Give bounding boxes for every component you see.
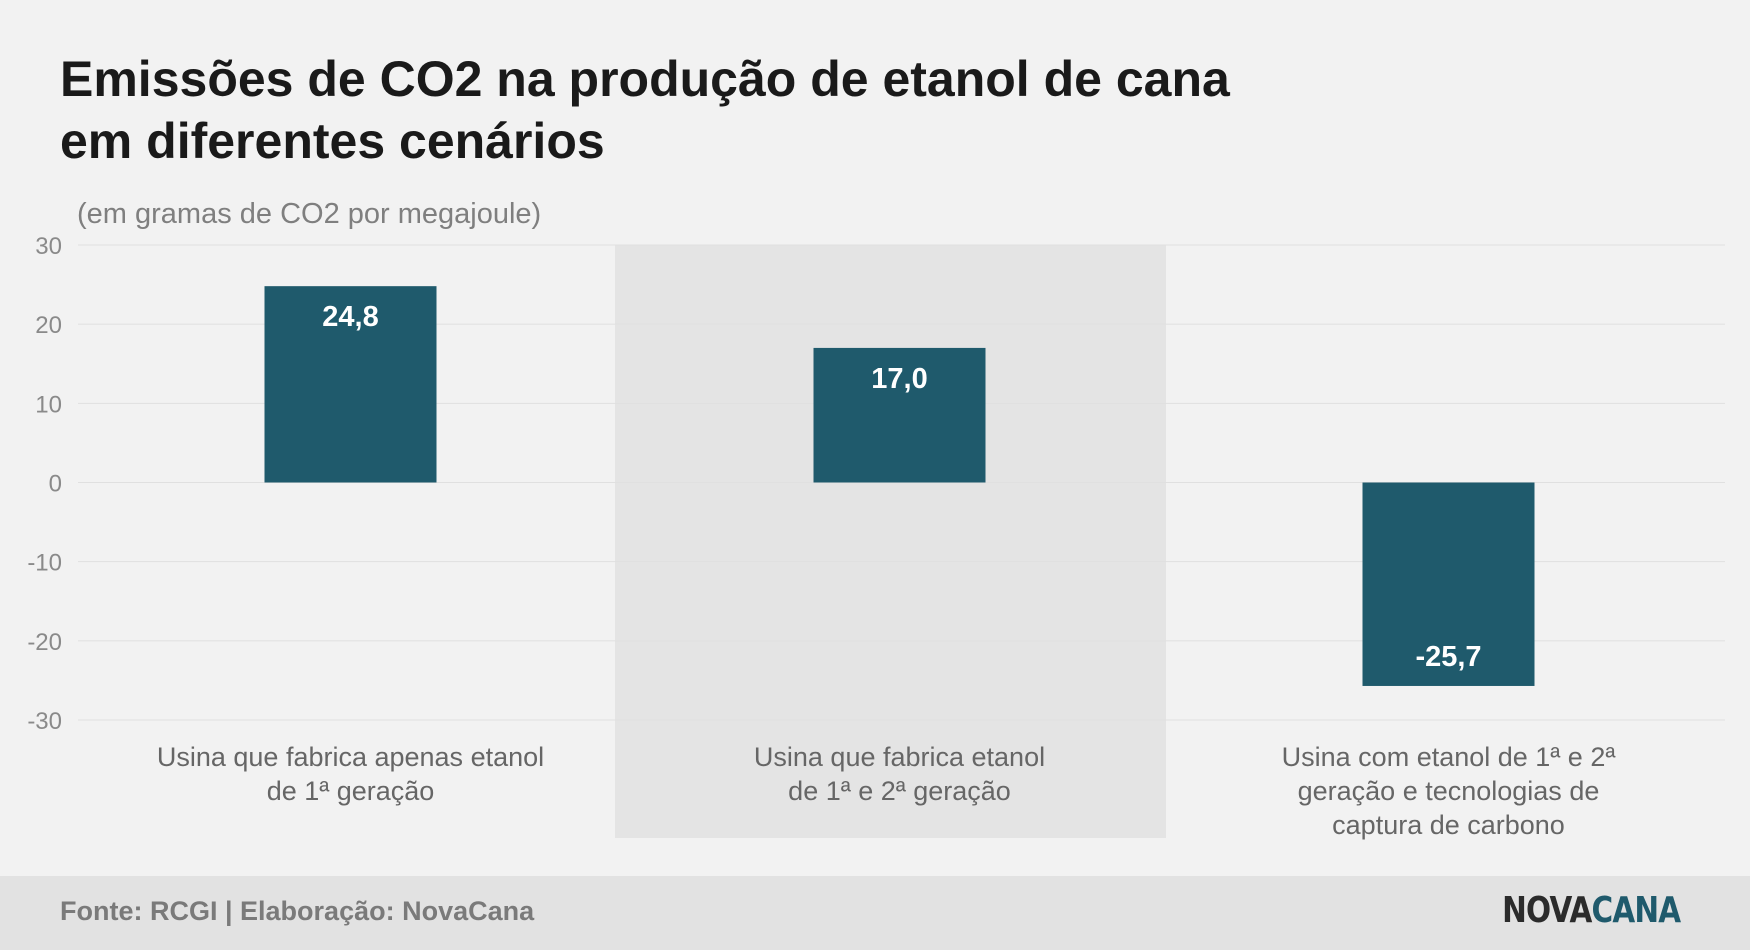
category-label: de 1ª e 2ª geração bbox=[788, 776, 1011, 806]
highlight-band bbox=[615, 245, 1166, 838]
y-tick-label: 30 bbox=[35, 233, 62, 260]
logo-part-cana: CANA bbox=[1591, 890, 1681, 931]
source-note: Fonte: RCGI | Elaboração: NovaCana bbox=[60, 896, 535, 926]
footer: Fonte: RCGI | Elaboração: NovaCana NOVAC… bbox=[0, 876, 1750, 950]
category-label: captura de carbono bbox=[1332, 810, 1565, 840]
y-tick-label: 0 bbox=[49, 471, 62, 498]
bar-value-label: 24,8 bbox=[322, 301, 378, 333]
y-tick-label: -30 bbox=[27, 708, 62, 735]
chart-title: Emissões de CO2 na produção de etanol de… bbox=[60, 48, 1360, 172]
category-label: de 1ª geração bbox=[267, 776, 435, 806]
bar bbox=[264, 286, 437, 483]
novacana-logo: NOVACANA bbox=[1501, 890, 1681, 931]
bar-chart: 30 20 10 0 -10 -20 -30 24,8 Usina que fabrica ap… bbox=[27, 233, 1725, 840]
y-tick-label: 10 bbox=[35, 391, 62, 418]
bar-value-label: 17,0 bbox=[871, 363, 927, 395]
chart-subtitle: (em gramas de CO2 por megajoule) bbox=[77, 198, 542, 230]
category-label: geração e tecnologias de bbox=[1298, 776, 1600, 806]
title-line-2: em diferentes cenários bbox=[60, 113, 605, 169]
category-label: Usina com etanol de 1ª e 2ª bbox=[1282, 742, 1617, 772]
category-label: Usina que fabrica apenas etanol bbox=[157, 742, 544, 772]
bar bbox=[1362, 482, 1535, 686]
bar-value-label: -25,7 bbox=[1415, 641, 1481, 673]
y-tick-label: 20 bbox=[35, 312, 62, 339]
logo-part-nova: NOVA bbox=[1501, 890, 1592, 931]
category-label: Usina que fabrica etanol bbox=[754, 742, 1045, 772]
y-tick-label: -10 bbox=[27, 550, 62, 577]
title-line-1: Emissões de CO2 na produção de etanol de… bbox=[60, 51, 1230, 107]
y-tick-label: -20 bbox=[27, 629, 62, 656]
bar bbox=[813, 347, 986, 483]
